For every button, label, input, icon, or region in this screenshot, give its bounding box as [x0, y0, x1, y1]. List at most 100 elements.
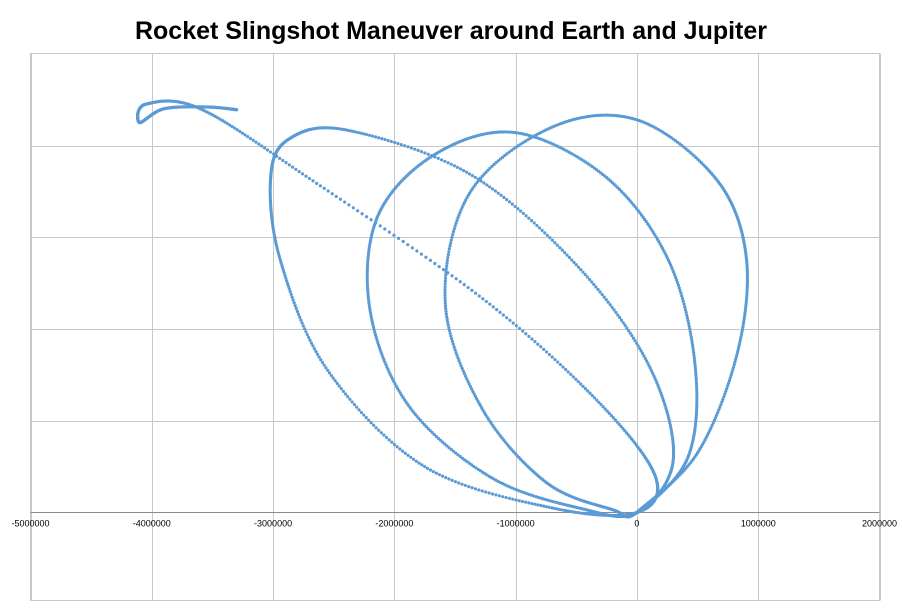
data-point	[369, 316, 374, 320]
data-point	[359, 410, 364, 415]
data-point	[453, 348, 457, 352]
data-point	[530, 501, 534, 506]
data-point	[367, 248, 371, 252]
data-point	[447, 250, 451, 254]
data-point	[479, 179, 483, 183]
data-point	[246, 135, 250, 139]
data-point	[628, 331, 632, 335]
data-point	[284, 276, 288, 280]
data-point	[438, 438, 443, 442]
data-point	[368, 311, 373, 315]
data-point	[745, 286, 749, 290]
data-point	[410, 246, 414, 250]
data-point	[714, 413, 719, 417]
data-point	[322, 363, 326, 367]
data-point	[576, 511, 580, 515]
data-point	[377, 345, 381, 349]
data-point	[380, 137, 384, 141]
data-point	[687, 324, 691, 328]
data-point	[448, 244, 452, 248]
data-point	[576, 265, 581, 269]
data-point	[443, 293, 447, 297]
data-point	[624, 431, 629, 435]
data-point	[745, 293, 749, 297]
data-point	[665, 411, 669, 415]
data-point	[548, 236, 552, 240]
data-point	[646, 361, 650, 365]
data-point	[465, 196, 469, 200]
data-point	[359, 131, 363, 135]
data-point	[660, 393, 664, 398]
data-point	[386, 367, 390, 372]
data-point	[285, 281, 290, 285]
data-point	[621, 321, 625, 325]
data-point	[382, 433, 386, 437]
data-point	[395, 445, 399, 449]
data-point	[719, 403, 723, 407]
data-point	[520, 490, 524, 494]
data-point	[365, 277, 369, 281]
data-point	[712, 418, 716, 423]
data-point	[642, 354, 646, 358]
data-point	[655, 381, 659, 385]
data-point	[456, 453, 460, 457]
data-point	[443, 282, 447, 286]
data-point	[652, 373, 656, 378]
data-point	[558, 507, 562, 512]
data-point	[570, 258, 574, 262]
data-point	[565, 253, 569, 257]
data-point	[383, 360, 387, 364]
data-point	[743, 313, 747, 317]
data-point	[278, 258, 282, 262]
data-point	[560, 508, 565, 512]
data-point	[439, 158, 444, 162]
data-point	[317, 355, 321, 359]
x-tick-label: 1000000	[741, 519, 776, 529]
data-point	[524, 500, 528, 504]
data-point	[649, 368, 654, 373]
data-point	[631, 336, 636, 340]
data-point	[592, 512, 597, 517]
data-point	[694, 374, 698, 378]
data-point	[474, 291, 478, 295]
data-point	[445, 315, 449, 319]
data-point	[720, 400, 724, 404]
data-point	[366, 260, 370, 264]
data-point	[524, 214, 528, 218]
data-point	[343, 200, 347, 204]
data-point	[579, 382, 583, 386]
data-point	[513, 204, 517, 209]
data-point	[499, 193, 503, 197]
data-point	[378, 348, 382, 352]
data-point	[556, 360, 560, 364]
data-point	[399, 142, 403, 147]
data-point	[436, 156, 440, 160]
data-point	[463, 483, 467, 488]
data-point	[367, 299, 371, 303]
data-point	[521, 141, 525, 145]
data-point	[625, 326, 629, 330]
data-point	[444, 312, 448, 316]
data-point	[537, 495, 541, 500]
data-point	[563, 148, 567, 152]
data-point	[709, 426, 713, 430]
data-point	[434, 434, 438, 439]
data-point	[514, 145, 518, 149]
data-point	[372, 423, 376, 427]
data-point	[248, 136, 253, 141]
data-point	[419, 418, 423, 423]
data-point	[618, 316, 622, 320]
data-point	[543, 231, 547, 235]
data-point	[585, 275, 589, 279]
data-point	[373, 330, 377, 335]
data-point	[648, 366, 652, 370]
data-point	[555, 507, 559, 511]
data-point	[300, 172, 305, 176]
data-point	[553, 143, 557, 147]
data-point	[567, 150, 572, 154]
data-point	[619, 318, 624, 322]
data-point	[331, 376, 335, 380]
data-point	[568, 509, 572, 514]
data-point	[366, 292, 370, 296]
data-point	[476, 177, 480, 181]
